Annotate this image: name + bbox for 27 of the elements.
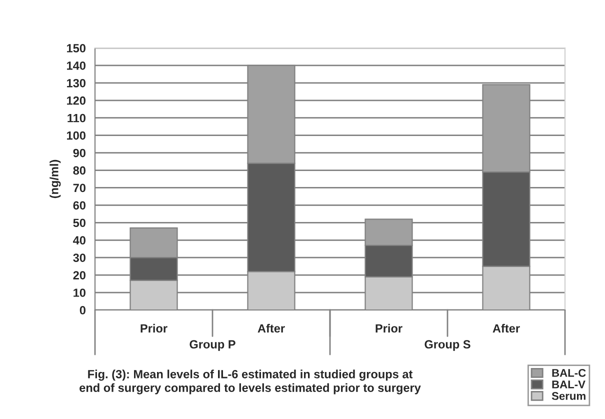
x-tick-label: After	[492, 324, 520, 333]
y-tick-label: 30	[73, 254, 86, 262]
legend-label: BAL-C	[552, 368, 586, 377]
y-tick-label: 130	[67, 78, 86, 88]
y-tick-label: 60	[73, 201, 86, 210]
legend-label: Serum	[552, 392, 586, 400]
y-tick-label: 20	[73, 271, 86, 280]
y-tick-label: 120	[67, 96, 86, 105]
text: Group S	[424, 340, 470, 351]
y-tick-label: 10	[74, 288, 86, 297]
y-tick-label: 0	[80, 306, 86, 314]
y-tick-label: 50	[73, 218, 86, 228]
y-tick-label: 80	[73, 166, 86, 175]
x-tick-label: Prior	[376, 324, 402, 333]
y-tick-label: 140	[67, 62, 86, 70]
y-tick-label: 110	[68, 114, 86, 122]
y-tick-label: 70	[73, 184, 86, 192]
y-tick-label: 150	[67, 44, 86, 52]
text: Group P	[190, 340, 236, 351]
y-tick-label: 40	[73, 236, 86, 245]
y-tick-label: 90	[73, 148, 86, 158]
text: Fig. (3): Mean levels of IL-6 estimated in studied groups at end of surgery compared to levels estimated prior to surgery	[80, 370, 421, 394]
y-axis-title: (ng/ml)	[50, 160, 61, 198]
y-tick-label: 100	[67, 131, 86, 140]
legend-label: BAL-V	[552, 380, 586, 388]
x-tick-label: Prior	[140, 324, 168, 333]
x-tick-label: After	[258, 324, 285, 333]
